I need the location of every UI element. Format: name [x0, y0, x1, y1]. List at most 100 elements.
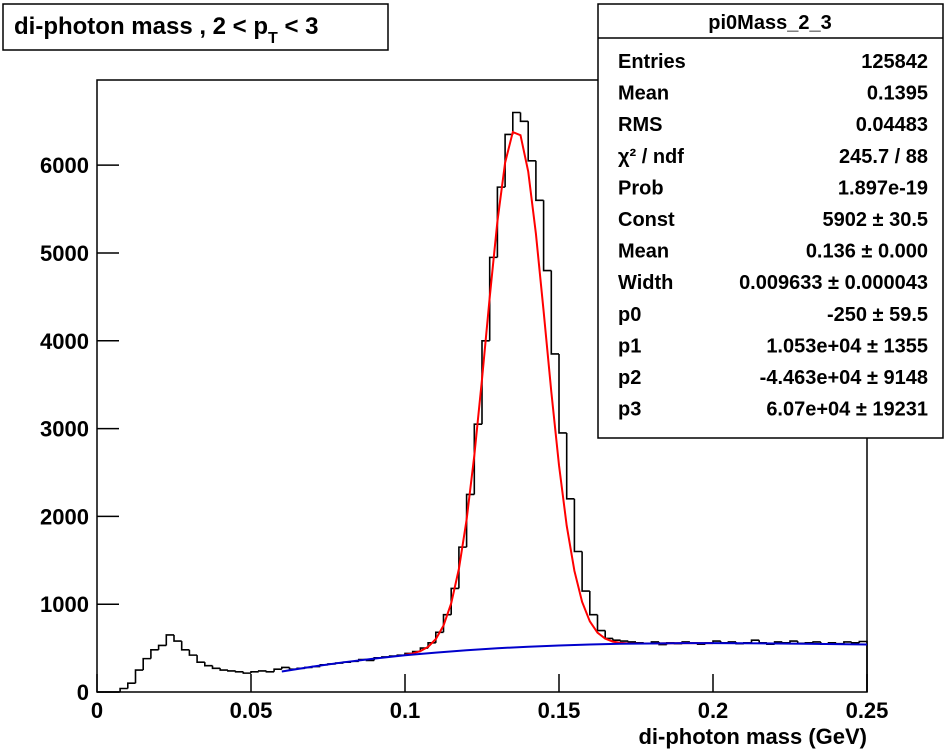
y-tick-label: 1000: [40, 592, 89, 617]
stats-frame: [597, 3, 944, 439]
stats-label: χ² / ndf: [618, 146, 684, 168]
histogram-bin: [589, 591, 598, 616]
histogram-bin: [596, 614, 606, 632]
stats-label: Mean: [618, 83, 669, 105]
x-tick-label: 0.2: [698, 698, 729, 723]
y-tick-label: 5000: [40, 241, 89, 266]
stats-title: pi0Mass_2_3: [708, 12, 831, 34]
stats-value: 1.897e-19: [838, 177, 928, 199]
stats-value: 0.04483: [856, 114, 928, 136]
histogram-bin: [204, 662, 213, 667]
histogram-bin: [511, 111, 521, 135]
x-tick-label: 0.1: [390, 698, 421, 723]
stats-label: Entries: [618, 51, 686, 73]
histogram-bin: [458, 546, 467, 589]
y-tick-label: 2000: [40, 504, 89, 529]
histogram-bin: [858, 640, 868, 692]
histogram-bin: [173, 634, 182, 642]
histogram-bin: [157, 644, 167, 650]
histogram-bin: [519, 112, 529, 123]
histogram-bin: [180, 641, 190, 651]
histogram-bin: [219, 668, 228, 671]
chart-title: di-photon mass , 2 < pT < 3: [14, 13, 319, 47]
histogram-bin: [134, 669, 144, 684]
y-tick-label: 3000: [40, 417, 89, 442]
histogram-bin: [250, 671, 259, 674]
histogram-bin: [581, 551, 590, 592]
title-text: di-photon mass , 2 < p: [14, 13, 268, 40]
stats-label: p2: [618, 367, 641, 389]
histogram-bin: [488, 256, 498, 341]
stats-value: 5902 ± 30.5: [822, 209, 928, 231]
stats-value: 0.009633 ± 0.000043: [739, 272, 928, 294]
title-subscript: T: [268, 30, 278, 47]
histogram-bin: [542, 200, 552, 272]
histogram-bin: [604, 630, 613, 640]
y-tick-label: 0: [77, 680, 89, 705]
y-tick-label: 4000: [40, 329, 89, 354]
stats-label: Width: [618, 272, 673, 294]
histogram-bin: [812, 641, 821, 643]
stats-value: 6.07e+04 ± 19231: [766, 399, 928, 421]
histogram-bin: [142, 657, 151, 671]
histogram-bin: [196, 655, 205, 663]
histogram-bin: [473, 423, 482, 495]
histogram-bin: [127, 682, 136, 689]
histogram-bin: [612, 638, 621, 641]
x-tick-label: 0.25: [846, 698, 889, 723]
stats-label: Prob: [618, 177, 664, 199]
histogram-bin: [211, 665, 221, 670]
plot: 0 1000 2000 3000 4000 5000 6000 0 0.05 0.1 0.15 0.2…: [40, 111, 889, 723]
stats-box: pi0Mass_2_3 Entries 125842 Mean 0.1395 RMS 0.…: [597, 3, 944, 439]
title-box: [2, 3, 389, 51]
histogram-bin: [527, 121, 536, 162]
histogram-bin: [558, 353, 567, 434]
histogram-bin: [227, 670, 236, 672]
stats-label: p0: [618, 304, 641, 326]
stats-label: Mean: [618, 241, 669, 263]
histogram-bin: [750, 639, 760, 643]
fit-curve: [281, 642, 868, 673]
histogram-bin: [550, 270, 559, 355]
histogram-bin: [165, 634, 174, 646]
histogram-bin: [150, 649, 159, 659]
stats-value: 245.7 / 88: [839, 146, 928, 168]
histogram-bin: [843, 641, 852, 644]
histogram-bin: [242, 671, 251, 674]
histogram-bin: [273, 668, 282, 672]
histogram-bin: [850, 641, 860, 644]
histogram-bin: [565, 432, 575, 500]
histogram-bin: [257, 670, 267, 672]
stats-value: -4.463e+04 ± 9148: [760, 367, 928, 389]
histogram-bin: [619, 640, 629, 642]
x-tick-label: 0.05: [230, 698, 273, 723]
stats-label: RMS: [618, 114, 662, 136]
x-tick-label: 0: [91, 698, 103, 723]
histogram-bin: [481, 339, 490, 425]
stats-value: 0.136 ± 0.000: [806, 241, 928, 263]
histogram-bin: [535, 160, 544, 202]
stats-value: 1.053e+04 ± 1355: [766, 335, 928, 357]
stats-label: Const: [618, 209, 675, 231]
x-axis-label: di-photon mass (GeV): [638, 724, 867, 749]
stats-value: 125842: [861, 51, 928, 73]
histogram-bin: [465, 493, 475, 548]
histogram-bin: [789, 640, 798, 643]
histogram-bin: [573, 498, 583, 553]
x-tick-label: 0.15: [538, 698, 581, 723]
stats-value: 0.1395: [867, 83, 928, 105]
stats-label: p3: [618, 399, 641, 421]
fit-curve: [404, 130, 714, 656]
histogram-bin: [188, 649, 198, 656]
histogram-bin: [281, 666, 290, 670]
histogram-bin: [627, 641, 636, 643]
y-tick-label: 6000: [40, 153, 89, 178]
histogram-bin: [265, 670, 275, 673]
histogram-bin: [234, 670, 244, 673]
stats-value: -250 ± 59.5: [827, 304, 928, 326]
title-text: < 3: [278, 13, 319, 40]
histogram-bin: [119, 687, 128, 692]
stats-label: p1: [618, 335, 641, 357]
